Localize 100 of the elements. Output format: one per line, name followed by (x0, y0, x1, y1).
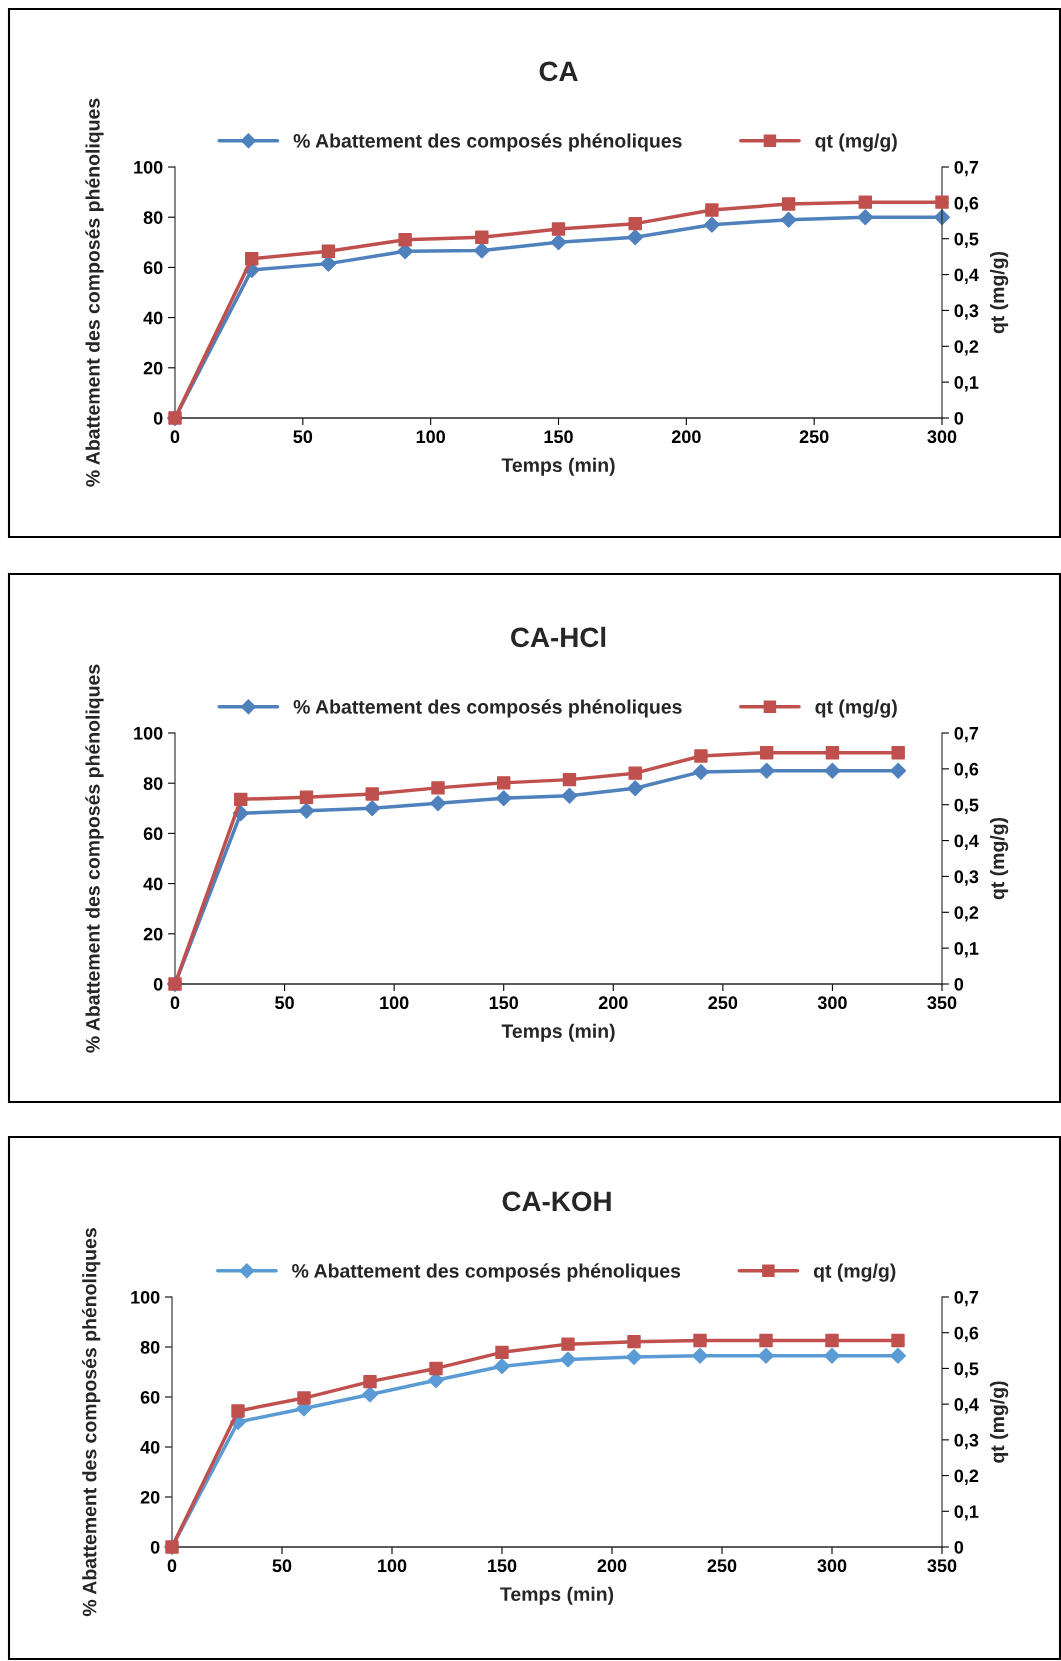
chart-title: CA-HCl (511, 626, 606, 648)
point (759, 1333, 773, 1348)
x-tick-label: 200 (597, 1559, 627, 1573)
y-tick-label: 80 (140, 1340, 160, 1354)
y-tick-label: 20 (140, 1490, 160, 1504)
y-tick-label: 60 (143, 261, 163, 275)
point (891, 746, 905, 760)
point (780, 211, 797, 228)
legend-label: % Abattement des composés phénoliques (293, 133, 682, 152)
point (551, 222, 566, 236)
x-tick-label: 100 (416, 430, 445, 444)
x-tick-label: 250 (707, 1559, 737, 1573)
y-axis-title: % Abattement des composés phénoliques (85, 664, 104, 1053)
y2-tick-label: 0,7 (954, 160, 979, 177)
y-tick-label: 100 (134, 160, 163, 174)
point (627, 780, 644, 797)
legend-label: % Abattement des composés phénoliques (292, 1263, 681, 1282)
point (562, 772, 577, 787)
point (692, 1347, 708, 1364)
y-tick-label: 40 (143, 311, 163, 325)
x-tick-label: 0 (170, 996, 180, 1010)
x-tick-label: 200 (598, 996, 628, 1010)
point (824, 1347, 840, 1364)
x-tick-label: 0 (167, 1559, 177, 1573)
x-tick-label: 50 (293, 430, 313, 444)
y2-tick-label: 0,5 (954, 798, 979, 815)
y-tick-label: 0 (153, 411, 163, 425)
y2-tick-label: 0,7 (954, 726, 979, 743)
x-tick-label: 0 (170, 430, 180, 444)
legend-label: qt (mg/g) (815, 699, 897, 718)
point (298, 802, 315, 819)
y-tick-label: 20 (143, 361, 163, 375)
x-tick-label: 250 (708, 996, 738, 1010)
point (550, 234, 567, 251)
y2-tick-label: 0,7 (954, 1290, 979, 1307)
x-tick-label: 300 (817, 996, 847, 1010)
point (626, 1349, 642, 1365)
legend-label: % Abattement des composés phénoliques (293, 699, 682, 718)
point (561, 787, 578, 804)
point (890, 1347, 906, 1364)
point (693, 1333, 707, 1348)
y2-tick-label: 0,3 (954, 1433, 979, 1450)
y2-tick-label: 0,4 (954, 268, 979, 284)
point (365, 787, 379, 801)
x-tick-label: 350 (927, 1559, 957, 1573)
y-tick-label: 0 (150, 1540, 160, 1554)
point (364, 800, 381, 817)
point (705, 203, 719, 217)
point (321, 244, 336, 258)
y-tick-label: 40 (140, 1440, 160, 1454)
x-tick-label: 50 (272, 1559, 292, 1573)
y-tick-label: 80 (143, 777, 163, 790)
point (703, 216, 720, 233)
y-tick-label: 100 (131, 1290, 160, 1304)
point (297, 1391, 311, 1405)
y2-tick-label: 0,5 (954, 1362, 979, 1378)
y-tick-label: 40 (143, 877, 163, 891)
y2-axis-title: qt (mg/g) (990, 817, 1009, 900)
point (494, 1358, 510, 1375)
y-tick-label: 80 (143, 211, 163, 224)
y2-axis-title: qt (mg/g) (990, 251, 1009, 334)
x-axis-title: Temps (min) (500, 1586, 614, 1605)
y2-tick-label: 0,3 (954, 870, 979, 886)
y2-tick-label: 0,6 (954, 1326, 979, 1343)
point (560, 1351, 576, 1368)
point (234, 792, 248, 807)
y-axis-title: % Abattement des composés phénoliques (82, 1228, 101, 1617)
point (429, 1361, 443, 1376)
y-tick-label: 0 (153, 977, 163, 991)
x-tick-label: 100 (380, 996, 409, 1010)
point (824, 762, 841, 779)
point (758, 762, 775, 779)
point (781, 197, 796, 211)
point (561, 1337, 575, 1351)
point (891, 1333, 905, 1348)
y2-tick-label: 0,2 (954, 906, 979, 922)
point (473, 242, 490, 259)
point (890, 762, 907, 779)
x-tick-label: 350 (927, 996, 957, 1010)
y2-tick-label: 0,5 (954, 232, 979, 249)
x-tick-label: 150 (489, 996, 519, 1010)
y2-tick-label: 0,4 (954, 834, 979, 850)
point (363, 1374, 377, 1389)
point (495, 790, 512, 807)
point (627, 1334, 641, 1349)
y2-axis-title: qt (mg/g) (990, 1381, 1009, 1463)
y-tick-label: 20 (143, 927, 163, 941)
point (825, 1333, 839, 1348)
y2-tick-label: 0,3 (954, 304, 979, 320)
point (628, 766, 642, 780)
y2-tick-label: 0,1 (954, 942, 979, 958)
y2-tick-label: 0,1 (954, 1505, 979, 1521)
point (495, 1345, 509, 1360)
y2-tick-label: 0 (954, 411, 964, 425)
y2-tick-label: 0,2 (954, 340, 979, 356)
x-tick-label: 50 (275, 996, 294, 1010)
point (627, 229, 644, 246)
point (475, 230, 489, 244)
point (857, 209, 874, 226)
point (692, 763, 709, 780)
